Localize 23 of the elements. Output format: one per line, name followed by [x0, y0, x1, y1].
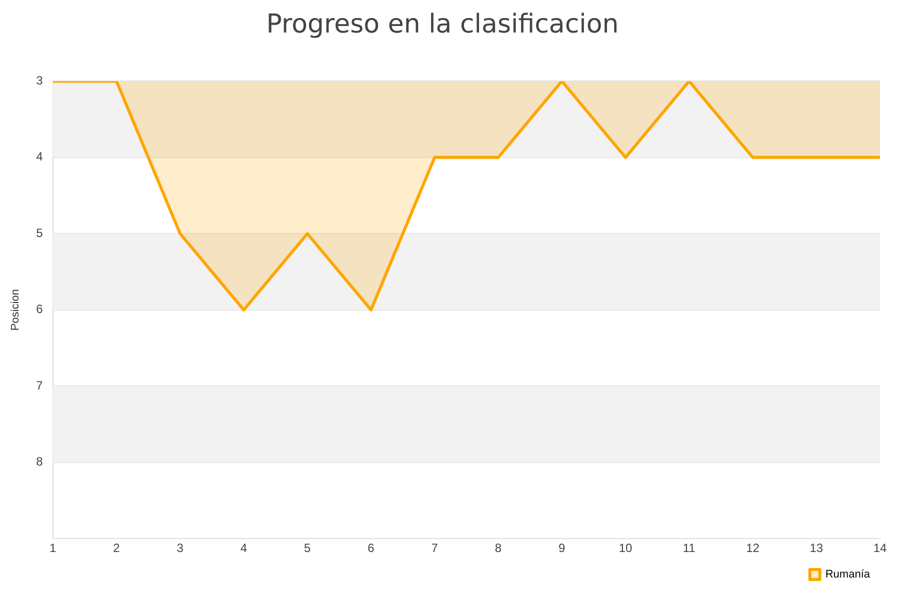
- y-tick-label: 5: [36, 226, 44, 240]
- y-tick-label: 4: [36, 150, 44, 164]
- y-tick-label: 7: [36, 378, 44, 392]
- x-tick-label: 12: [746, 541, 760, 556]
- x-tick-label: 2: [113, 541, 120, 556]
- x-tick-label: 8: [494, 541, 502, 556]
- x-tick-label: 6: [368, 541, 375, 556]
- y-tick-label: 3: [36, 74, 44, 88]
- x-tick-label: 11: [682, 541, 696, 556]
- y-tick-label: 6: [36, 302, 44, 316]
- legend-label: Rumanía: [825, 568, 871, 581]
- y-axis-title: Posicion: [10, 289, 22, 331]
- x-tick-label: 14: [873, 541, 887, 556]
- y-tick-label: 8: [36, 454, 44, 469]
- x-tick-label: 4: [240, 541, 248, 556]
- chart-title: Progreso en la clasificacion: [266, 9, 619, 40]
- x-tick-label: 13: [810, 541, 824, 556]
- x-tick-label: 9: [558, 541, 566, 556]
- x-tick-label: 3: [176, 541, 184, 556]
- x-tick-label: 10: [618, 541, 632, 556]
- x-tick-label: 7: [431, 541, 438, 556]
- x-tick-label: 5: [304, 541, 312, 556]
- x-tick-label: 1: [50, 541, 57, 556]
